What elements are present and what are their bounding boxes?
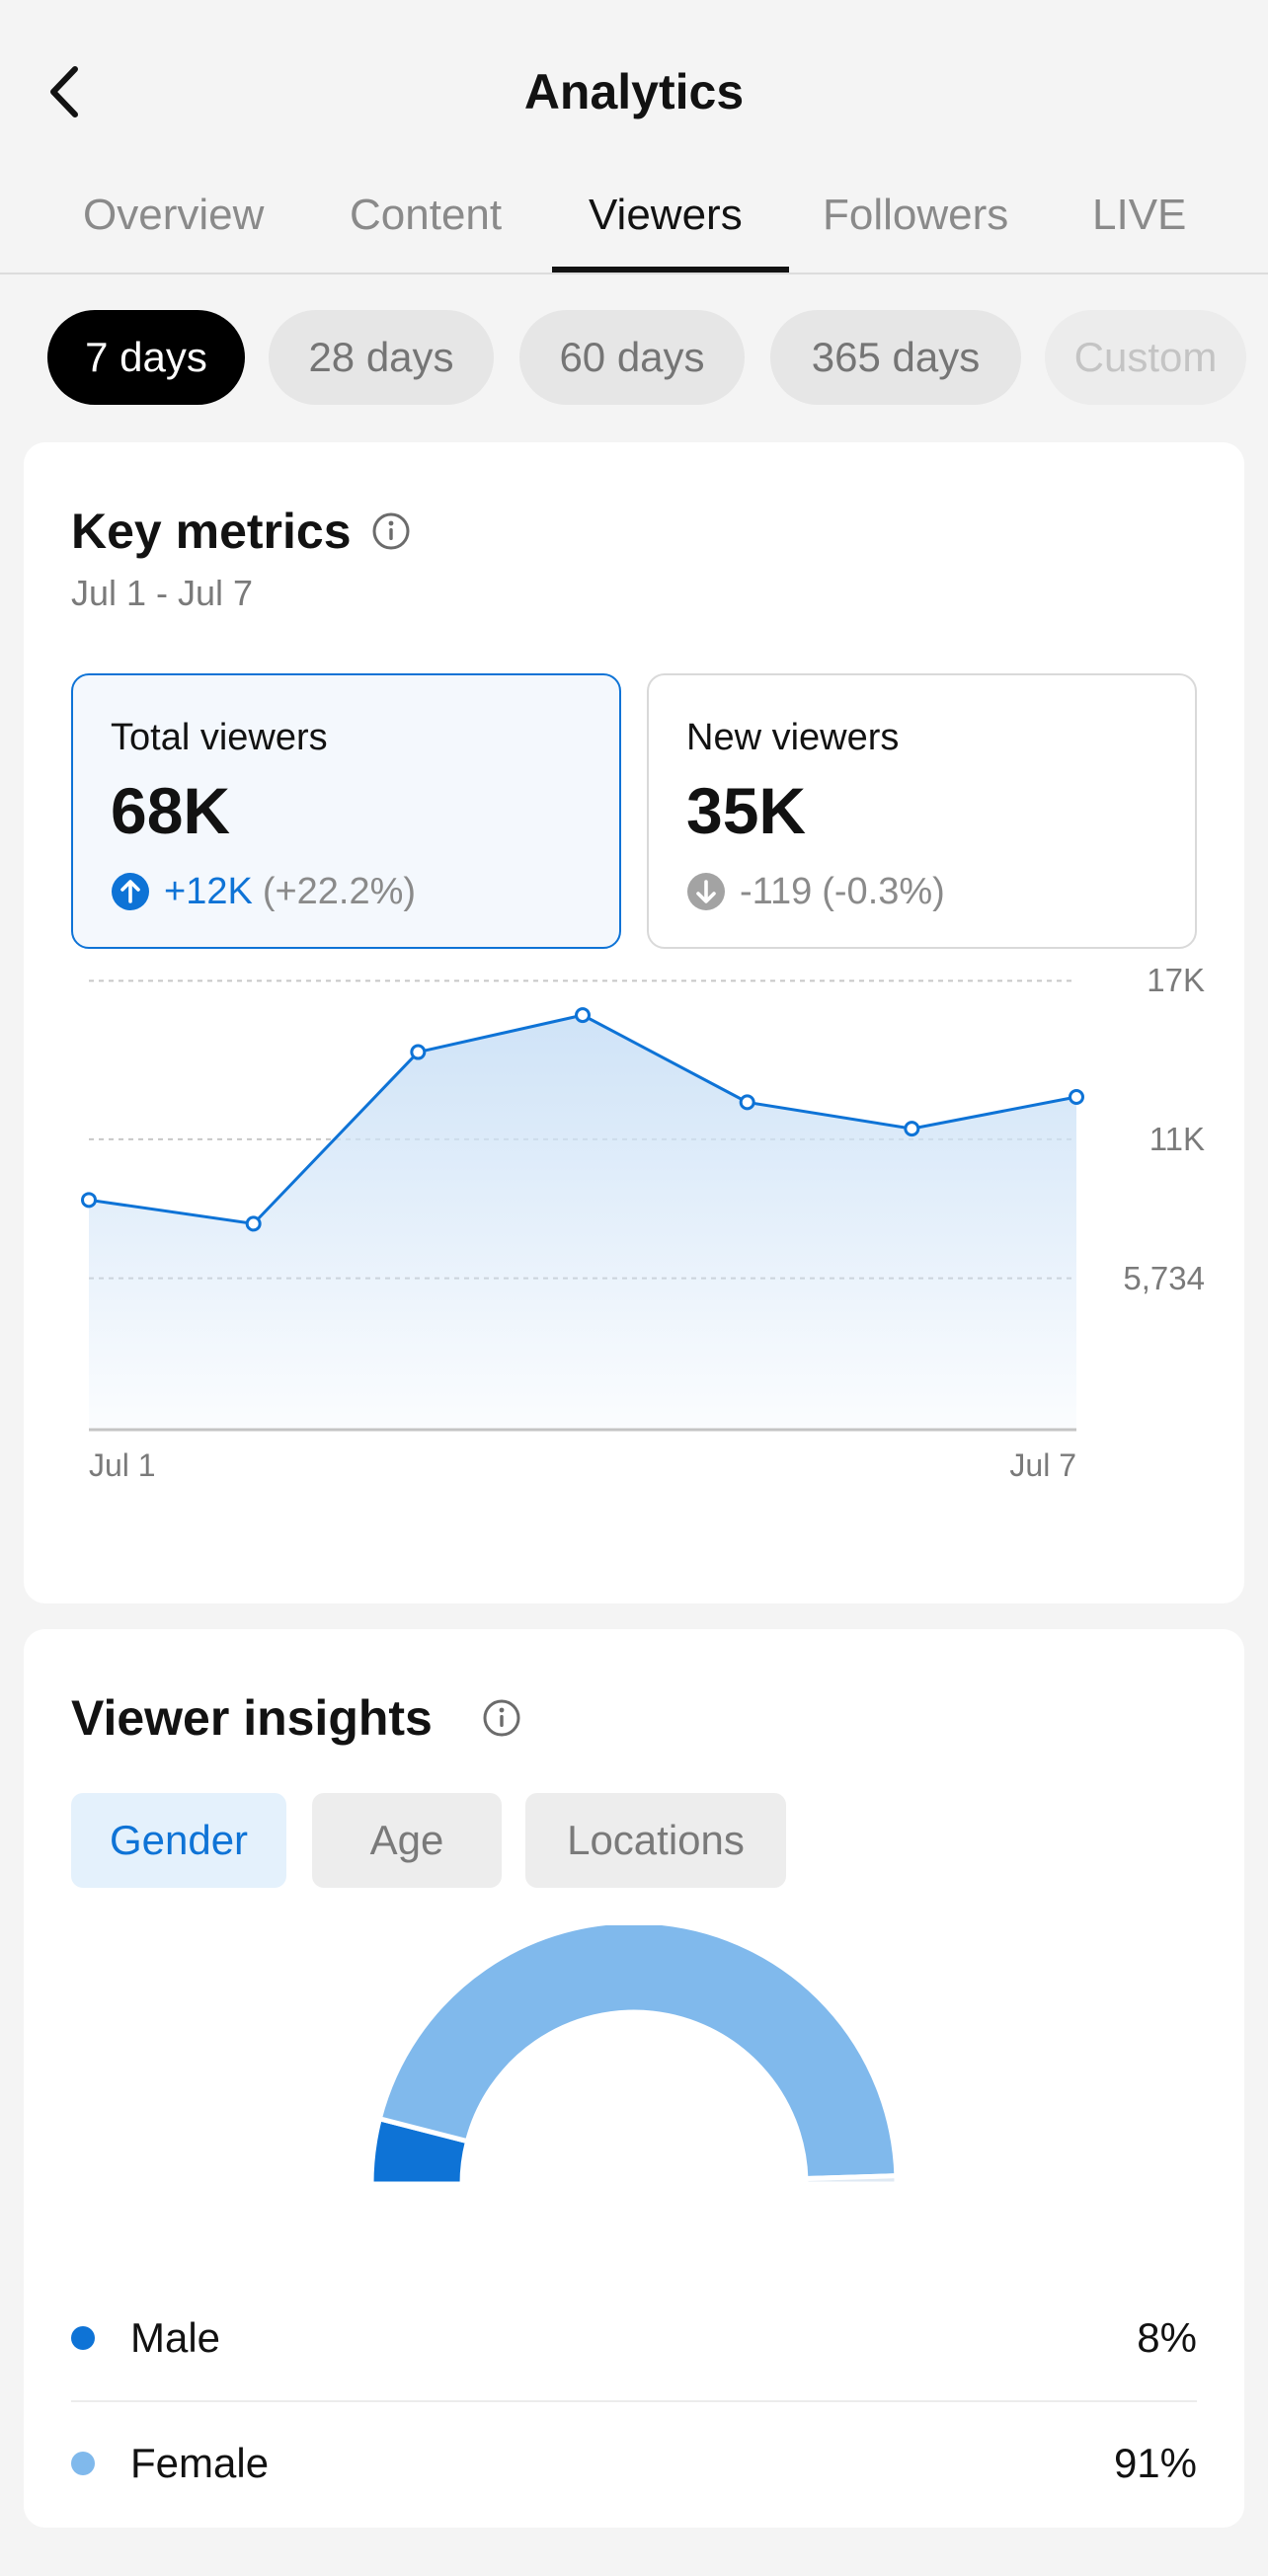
- y-tick-label: 17K: [1147, 962, 1205, 999]
- tab-live[interactable]: LIVE: [1092, 191, 1187, 239]
- x-tick-label: Jul 7: [1009, 1447, 1076, 1483]
- male-color-dot: [71, 2326, 95, 2350]
- legend-female: Female 91%: [71, 2400, 1197, 2525]
- female-value: 91%: [1113, 2440, 1197, 2486]
- back-button[interactable]: [40, 57, 95, 126]
- key-metrics-title: Key metrics: [71, 504, 352, 559]
- gender-chart-svg: [368, 1918, 900, 2187]
- tab-followers[interactable]: Followers: [823, 191, 1009, 239]
- data-point: [904, 1121, 920, 1137]
- new-viewers-value: 35K: [686, 774, 807, 847]
- data-point: [410, 1044, 427, 1060]
- tab-age[interactable]: Age: [312, 1793, 502, 1888]
- total-viewers-value: 68K: [111, 774, 231, 847]
- donut-segment-other: [803, 2173, 900, 2187]
- key-metrics-card: Key metrics Jul 1 - Jul 7 Total viewers …: [24, 442, 1244, 1603]
- viewer-insights-card: Viewer insights Gender Age Locations Mal…: [24, 1629, 1244, 2528]
- arrow-down-circle-icon: [687, 873, 725, 910]
- data-point: [81, 1192, 97, 1209]
- donut-segment-female: [376, 1918, 900, 2182]
- male-label: Male: [130, 2314, 221, 2361]
- data-point: [245, 1215, 262, 1232]
- active-tab-indicator: [552, 267, 789, 273]
- tab-overview[interactable]: Overview: [83, 191, 265, 239]
- period-selector: 7 days 28 days 60 days 365 days Custom: [0, 310, 1268, 405]
- period-custom[interactable]: Custom: [1045, 310, 1246, 405]
- total-viewers-card[interactable]: Total viewers 68K +12K (+22.2%): [71, 673, 621, 949]
- tab-content[interactable]: Content: [350, 191, 503, 239]
- total-viewers-percent: (+22.2%): [262, 870, 417, 912]
- viewer-insights-title: Viewer insights: [71, 1690, 433, 1746]
- total-viewers-change: +12K (+22.2%): [111, 869, 416, 914]
- period-365-days[interactable]: 365 days: [770, 310, 1021, 405]
- tab-locations[interactable]: Locations: [525, 1793, 786, 1888]
- viewers-chart[interactable]: 17K 11K 5,734 Jul 1 Jul 7: [24, 962, 1244, 1963]
- arrow-up-circle-icon: [112, 873, 149, 910]
- new-viewers-label: New viewers: [686, 717, 900, 758]
- new-viewers-percent: (-0.3%): [822, 870, 945, 912]
- chevron-left-icon: [50, 66, 78, 117]
- y-tick-label: 11K: [1149, 1120, 1205, 1157]
- area-fill: [89, 1015, 1076, 1430]
- y-tick-label: 5,734: [1123, 1259, 1205, 1296]
- male-value: 8%: [1137, 2314, 1197, 2361]
- period-7-days[interactable]: 7 days: [47, 310, 245, 405]
- new-viewers-delta: -119: [740, 870, 813, 912]
- page-title: Analytics: [523, 64, 745, 119]
- gender-chart[interactable]: [24, 1918, 1244, 2222]
- viewers-chart-svg: [81, 979, 1084, 1432]
- total-viewers-delta: +12K: [164, 870, 253, 912]
- period-60-days[interactable]: 60 days: [519, 310, 745, 405]
- female-color-dot: [71, 2452, 95, 2475]
- tab-viewers[interactable]: Viewers: [589, 191, 743, 239]
- tab-bar: Overview Content Viewers Followers LIVE: [0, 168, 1268, 274]
- date-range: Jul 1 - Jul 7: [71, 573, 254, 613]
- data-point: [575, 1007, 591, 1024]
- total-viewers-label: Total viewers: [111, 717, 328, 758]
- data-point: [1069, 1089, 1084, 1106]
- new-viewers-change: -119 (-0.3%): [686, 869, 945, 914]
- info-icon[interactable]: [371, 511, 411, 551]
- info-icon[interactable]: [482, 1698, 521, 1738]
- female-label: Female: [130, 2440, 270, 2486]
- x-tick-label: Jul 1: [89, 1447, 156, 1483]
- period-28-days[interactable]: 28 days: [269, 310, 494, 405]
- app-header: Analytics Overview Content Viewers Follo…: [0, 0, 1268, 276]
- legend-male: Male 8%: [71, 2276, 1197, 2400]
- new-viewers-card[interactable]: New viewers 35K -119 (-0.3%): [647, 673, 1197, 949]
- tab-gender[interactable]: Gender: [71, 1793, 286, 1888]
- data-point: [739, 1094, 755, 1111]
